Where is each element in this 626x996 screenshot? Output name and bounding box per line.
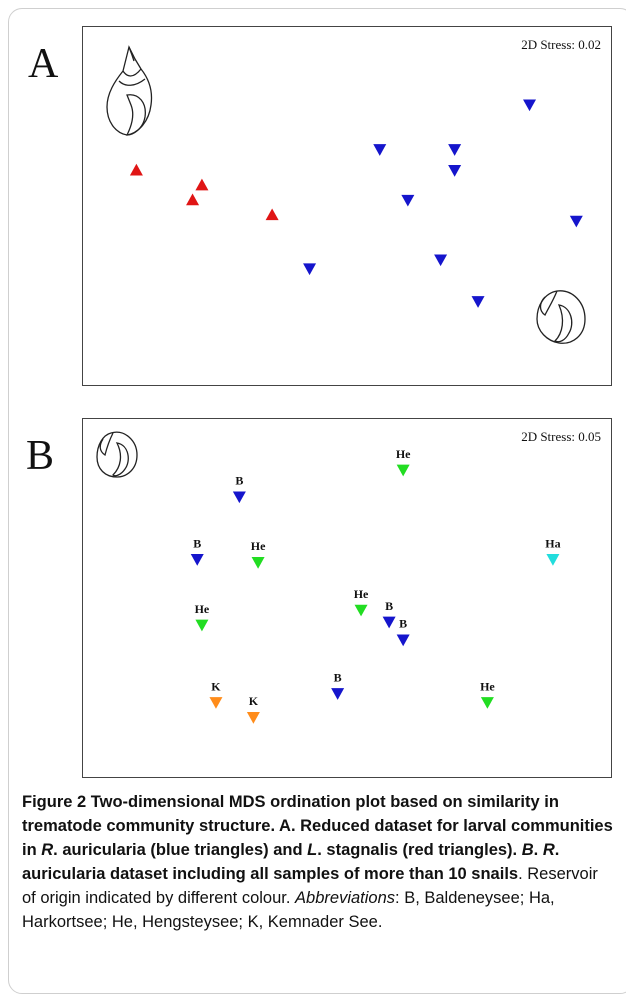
reservoir-point-label: He [354, 587, 369, 601]
blue-down-triangle-point [448, 165, 462, 177]
reservoir-point-marker [190, 554, 204, 566]
snail-shell-icon [96, 431, 138, 478]
reservoir-point-marker [209, 697, 223, 709]
reservoir-point-label: He [480, 679, 495, 693]
panel-a-markers [129, 99, 583, 308]
caption-title-1: Two-dimensional MDS ordination plot base… [22, 793, 613, 859]
caption-title-3: . stagnalis (red triangles). [317, 841, 522, 859]
blue-down-triangle-point [303, 263, 317, 276]
blue-down-triangle-point [401, 194, 415, 207]
red-up-triangle-point [186, 193, 200, 206]
panel-a-plot: 2D Stress: 0.02 [82, 26, 612, 386]
blue-down-triangle-point [569, 215, 583, 228]
reservoir-point-marker [195, 619, 209, 632]
snail-shell-icon [106, 45, 153, 136]
panel-a-letter: A [28, 41, 59, 87]
reservoir-point-label: B [235, 474, 243, 488]
panel-b-plot: 2D Stress: 0.05 He B B He Ha He He B B B K K He [82, 418, 612, 778]
panel-b-letter: B [26, 433, 55, 479]
figure-caption: Figure 2 Two-dimensional MDS ordination … [22, 790, 614, 934]
reservoir-point-marker [396, 634, 410, 647]
reservoir-point-label: He [396, 447, 411, 461]
blue-down-triangle-point [434, 254, 448, 267]
reservoir-point-marker [331, 688, 345, 700]
panel-a-svg [106, 45, 586, 344]
panel-a-stress-label: 2D Stress: 0.02 [521, 37, 601, 52]
reservoir-point-marker [354, 604, 368, 617]
caption-genus-r: R [41, 841, 54, 859]
reservoir-point-label: B [385, 599, 393, 613]
reservoir-point-label: K [249, 694, 259, 708]
reservoir-point-marker [382, 616, 396, 629]
caption-genus-l: L [307, 841, 318, 859]
blue-down-triangle-point [448, 144, 462, 156]
caption-title-4: . [533, 841, 543, 859]
reservoir-point-label: He [195, 602, 210, 616]
reservoir-point-label: B [399, 617, 407, 631]
caption-b-label: B [521, 841, 534, 859]
red-up-triangle-point [265, 208, 279, 221]
blue-down-triangle-point [373, 144, 387, 156]
reservoir-point-label: He [251, 539, 266, 553]
caption-title-5: . auricularia dataset including all samp… [22, 841, 560, 883]
red-up-triangle-point [195, 178, 209, 191]
reservoir-point-label: B [334, 670, 342, 684]
reservoir-point-label: K [211, 679, 221, 693]
blue-down-triangle-point [523, 99, 537, 112]
reservoir-point-marker [246, 712, 260, 724]
panel-b-stress-label: 2D Stress: 0.05 [521, 429, 601, 444]
caption-abbrev-text: : B, Baldeneysee; Ha, Harkortsee; He, He… [22, 889, 555, 931]
reservoir-point-marker [251, 557, 265, 569]
blue-down-triangle-point [471, 296, 485, 308]
caption-genus-r2: R [542, 841, 555, 859]
reservoir-point-marker [396, 464, 410, 477]
caption-label: Figure 2 [22, 793, 87, 811]
caption-abbrev-label: Abbreviations [295, 889, 396, 907]
reservoir-point-marker [480, 697, 494, 709]
snail-shell-icon [536, 290, 586, 344]
reservoir-point-marker [546, 554, 560, 566]
caption-title-2: . auricularia (blue triangles) and [53, 841, 308, 859]
figure-frame [8, 8, 626, 994]
reservoir-point-marker [232, 491, 246, 504]
reservoir-point-label: B [193, 536, 201, 550]
caption-body: . Reservoir of origin indicated by diffe… [22, 865, 598, 907]
reservoir-point-label: Ha [545, 536, 560, 550]
red-up-triangle-point [129, 163, 143, 176]
